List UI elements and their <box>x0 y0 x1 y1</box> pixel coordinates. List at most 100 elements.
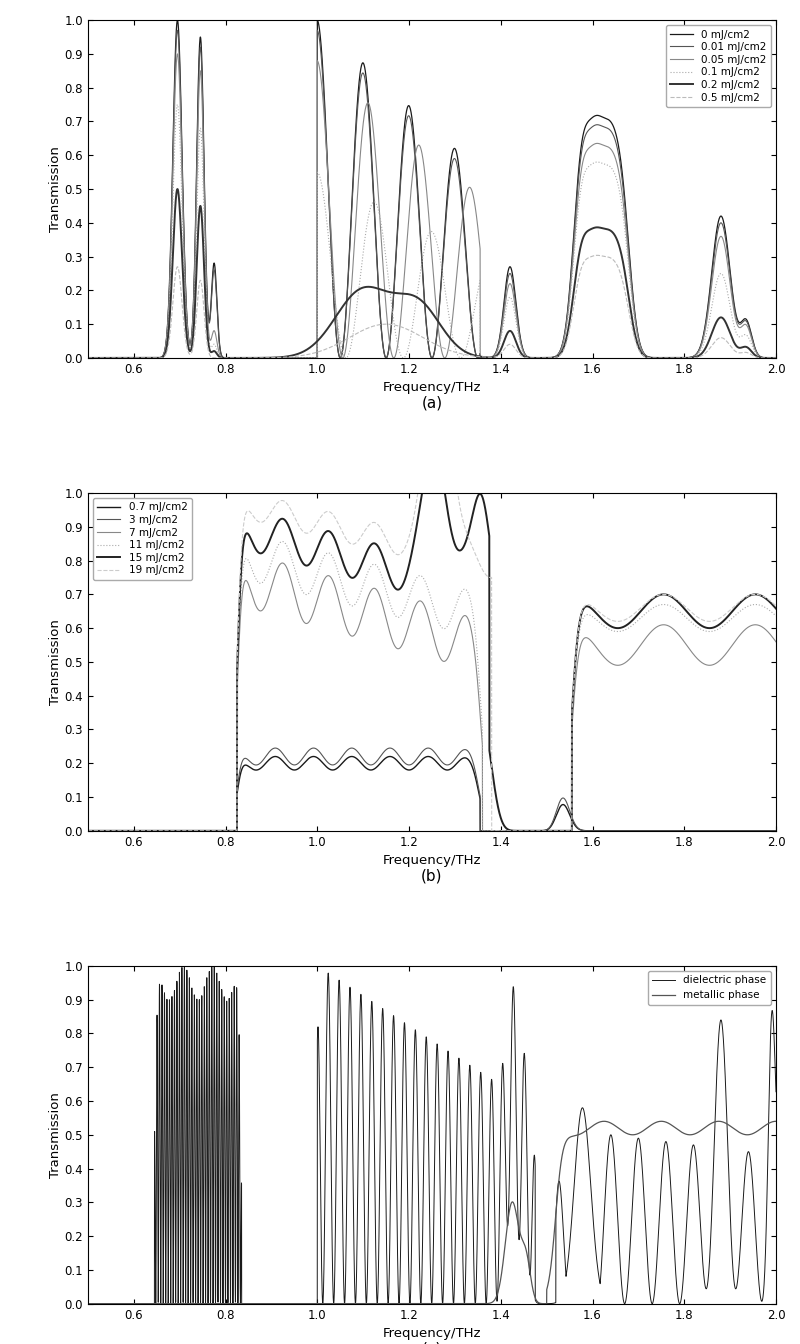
0.05 mJ/cm2 <box>313 349 322 366</box>
Line: 0.05 mJ/cm2: 0.05 mJ/cm2 <box>88 54 776 358</box>
X-axis label: Frequency/THz: Frequency/THz <box>382 855 482 867</box>
11 mJ/cm2 <box>766 603 775 620</box>
0.5 mJ/cm2 <box>391 317 401 333</box>
15 mJ/cm2 <box>243 526 253 542</box>
0.5 mJ/cm2 <box>243 349 253 366</box>
7 mJ/cm2 <box>83 823 93 839</box>
0.05 mJ/cm2 <box>250 349 260 366</box>
0.5 mJ/cm2 <box>766 349 775 366</box>
15 mJ/cm2 <box>342 564 352 581</box>
15 mJ/cm2 <box>250 540 260 556</box>
dielectric phase <box>391 1159 401 1175</box>
19 mJ/cm2 <box>246 505 256 521</box>
0 mJ/cm2 <box>313 349 322 366</box>
dielectric phase <box>766 1025 775 1042</box>
0.01 mJ/cm2 <box>342 282 352 298</box>
3 mJ/cm2 <box>385 741 394 757</box>
Text: (c): (c) <box>422 1341 442 1344</box>
Legend: dielectric phase, metallic phase: dielectric phase, metallic phase <box>648 972 770 1005</box>
0.01 mJ/cm2 <box>246 349 256 366</box>
Line: 15 mJ/cm2: 15 mJ/cm2 <box>88 493 776 831</box>
7 mJ/cm2 <box>391 640 401 656</box>
19 mJ/cm2 <box>766 593 775 609</box>
0.01 mJ/cm2 <box>173 23 182 39</box>
0.7 mJ/cm2 <box>391 751 401 767</box>
X-axis label: Frequency/THz: Frequency/THz <box>382 382 482 394</box>
3 mJ/cm2 <box>771 823 781 839</box>
15 mJ/cm2 <box>246 532 256 548</box>
Line: 3 mJ/cm2: 3 mJ/cm2 <box>88 749 776 831</box>
0.7 mJ/cm2 <box>83 823 93 839</box>
0.2 mJ/cm2 <box>173 181 182 198</box>
3 mJ/cm2 <box>342 742 352 758</box>
0.1 mJ/cm2 <box>313 349 322 366</box>
19 mJ/cm2 <box>391 546 401 562</box>
0.5 mJ/cm2 <box>83 349 93 366</box>
0.5 mJ/cm2 <box>250 349 260 366</box>
7 mJ/cm2 <box>278 555 287 571</box>
Line: dielectric phase: dielectric phase <box>88 966 776 1304</box>
7 mJ/cm2 <box>771 634 781 650</box>
0.05 mJ/cm2 <box>246 349 256 366</box>
15 mJ/cm2 <box>771 601 781 617</box>
metallic phase <box>771 1113 781 1129</box>
Legend: 0 mJ/cm2, 0.01 mJ/cm2, 0.05 mJ/cm2, 0.1 mJ/cm2, 0.2 mJ/cm2, 0.5 mJ/cm2: 0 mJ/cm2, 0.01 mJ/cm2, 0.05 mJ/cm2, 0.1 … <box>666 26 770 106</box>
19 mJ/cm2 <box>250 511 260 527</box>
19 mJ/cm2 <box>342 532 352 548</box>
0.5 mJ/cm2 <box>342 331 352 347</box>
11 mJ/cm2 <box>243 551 253 567</box>
Y-axis label: Transmission: Transmission <box>49 620 62 704</box>
Text: (b): (b) <box>422 868 442 883</box>
0 mJ/cm2 <box>246 349 256 366</box>
dielectric phase <box>771 1083 781 1099</box>
3 mJ/cm2 <box>391 745 401 761</box>
7 mJ/cm2 <box>342 622 352 638</box>
7 mJ/cm2 <box>243 575 253 591</box>
metallic phase <box>250 1296 260 1312</box>
Line: 19 mJ/cm2: 19 mJ/cm2 <box>88 493 776 831</box>
dielectric phase <box>243 1296 253 1312</box>
0.7 mJ/cm2 <box>385 749 394 765</box>
0.2 mJ/cm2 <box>250 349 260 366</box>
0.05 mJ/cm2 <box>392 343 402 359</box>
0.7 mJ/cm2 <box>250 762 260 778</box>
11 mJ/cm2 <box>342 593 352 609</box>
0 mJ/cm2 <box>83 349 93 366</box>
0.7 mJ/cm2 <box>342 750 352 766</box>
0.5 mJ/cm2 <box>771 349 781 366</box>
11 mJ/cm2 <box>278 534 287 550</box>
dielectric phase <box>207 958 217 974</box>
Line: 11 mJ/cm2: 11 mJ/cm2 <box>88 542 776 831</box>
metallic phase <box>391 1296 401 1312</box>
3 mJ/cm2 <box>83 823 93 839</box>
Line: 0 mJ/cm2: 0 mJ/cm2 <box>88 20 776 358</box>
0.2 mJ/cm2 <box>243 349 253 366</box>
Line: 0.01 mJ/cm2: 0.01 mJ/cm2 <box>88 31 776 358</box>
dielectric phase <box>246 1296 256 1312</box>
0.1 mJ/cm2 <box>173 97 182 113</box>
metallic phase <box>83 1296 93 1312</box>
0.05 mJ/cm2 <box>173 46 182 62</box>
metallic phase <box>766 1114 775 1130</box>
0.7 mJ/cm2 <box>766 823 775 839</box>
7 mJ/cm2 <box>246 585 256 601</box>
0.01 mJ/cm2 <box>392 242 402 258</box>
0 mJ/cm2 <box>243 349 253 366</box>
19 mJ/cm2 <box>83 823 93 839</box>
0.1 mJ/cm2 <box>392 331 402 347</box>
0.2 mJ/cm2 <box>771 349 781 366</box>
dielectric phase <box>342 1125 352 1141</box>
0 mJ/cm2 <box>392 238 402 254</box>
0.05 mJ/cm2 <box>771 349 781 366</box>
11 mJ/cm2 <box>391 609 401 625</box>
0.2 mJ/cm2 <box>246 349 256 366</box>
0.2 mJ/cm2 <box>83 349 93 366</box>
dielectric phase <box>83 1296 93 1312</box>
Line: 0.5 mJ/cm2: 0.5 mJ/cm2 <box>88 255 776 358</box>
0.7 mJ/cm2 <box>771 823 781 839</box>
0.01 mJ/cm2 <box>771 349 781 366</box>
0.05 mJ/cm2 <box>83 349 93 366</box>
0.5 mJ/cm2 <box>593 247 602 263</box>
0.2 mJ/cm2 <box>391 285 401 301</box>
0.7 mJ/cm2 <box>243 758 253 774</box>
